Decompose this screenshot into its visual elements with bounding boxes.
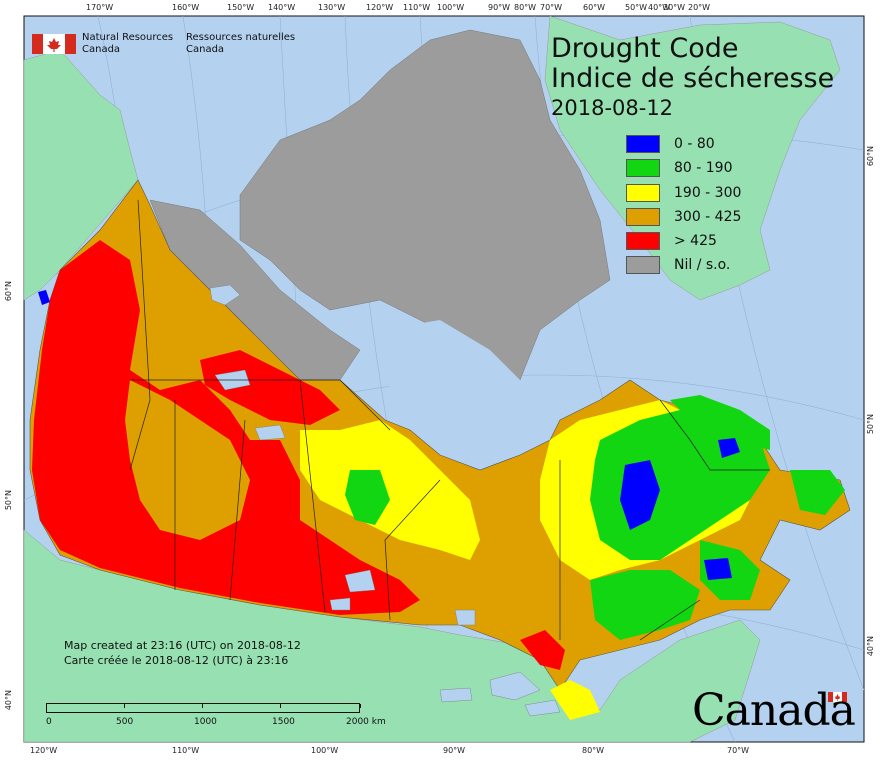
graticule-label: 90°W [443,746,466,755]
agency-french: Ressources naturelles Canada [186,32,295,56]
legend-swatch [626,135,660,153]
map-credit: Map created at 23:16 (UTC) on 2018-08-12… [64,638,301,668]
graticule-label: 40°N [4,690,13,711]
legend-label: 80 - 190 [674,160,733,177]
graticule-label: 100°W [311,746,339,755]
legend-label: 0 - 80 [674,136,715,152]
lakes [209,284,561,717]
graticule-label: 60°W [583,3,606,12]
legend-swatch [626,256,660,275]
credit-french: Carte créée le 2018-08-12 (UTC) à 23:16 [64,654,289,667]
scale-label: 1500 [272,717,295,727]
graticule-label: 70°W [727,746,750,755]
graticule-label: 90°W [488,3,511,12]
green-south-qc [590,570,700,640]
green-sk [345,470,390,525]
graticule-label: 40°W [648,3,671,12]
orange-interior-ab [125,380,250,540]
graticule-label: 50°N [4,490,13,511]
graticule-label: 140°W [268,3,296,12]
alaska-land [23,49,139,301]
scale-bar-outline [46,703,361,713]
map-date: 2018-08-12 [551,96,674,120]
credit-english: Map created at 23:16 (UTC) on 2018-08-12 [64,639,301,652]
province-borders [129,199,770,641]
graticule-label: 70°W [540,3,563,12]
graticule-label: 50°W [625,3,648,12]
agency-flag [32,34,76,54]
graticule-label: 50°N [866,414,875,435]
hudson-bay [380,320,540,470]
agency-english: Natural Resources Canada [82,32,173,56]
yellow-ontario [550,680,600,720]
graticule-label: 110°W [172,746,200,755]
agency-en-line1: Natural Resources [82,32,174,43]
graticule-label: 120°W [30,746,58,755]
scale-segment [47,704,125,708]
graticule-label: 170°W [86,3,114,12]
graticule-label: 100°W [437,3,465,12]
graticule-label: 120°W [366,3,394,12]
graticule-label: 130°W [318,3,346,12]
wordmark-flag [828,692,847,702]
scale-label: 500 [116,717,134,727]
map-title-french: Indice de sécheresse [551,63,835,94]
legend-swatch [626,183,660,202]
legend-label: 190 - 300 [674,184,742,201]
legend-swatch [626,207,660,226]
agency-fr-line1: Ressources naturelles [186,32,296,43]
yellow-prairie [300,420,480,560]
graticule-label: 80°W [582,746,605,755]
scale-label: 2000 km [346,717,386,727]
graticule-label: 30°W [663,3,686,12]
scale-segment [125,704,203,708]
graticule-label: 60°N [866,146,875,167]
legend-label: 300 - 425 [674,208,742,225]
blue-lab [718,438,740,458]
graticule-label: 40°N [866,636,875,657]
blue-nb [704,558,732,580]
red-ontario [520,630,565,670]
graticule-label: 110°W [403,3,431,12]
blue-quebec [620,460,660,530]
agency-en-line2: Canada [82,44,121,55]
scale-label: 0 [46,717,52,727]
legend-label: Nil / s.o. [674,257,731,274]
scale-segment [203,704,281,708]
graticule-label: 80°W [514,3,537,12]
graticule-label: 150°W [227,3,255,12]
scale-bar: 0 500 1000 1500 2000 km [46,703,386,733]
graticule-label: 160°W [172,3,200,12]
map-title-english: Drought Code [551,33,739,64]
map-title-block: Drought Code Indice de sécheresse 2018-0… [551,34,834,122]
greenland-land [544,15,841,301]
green-nf [790,470,845,515]
scale-segment [281,704,361,708]
red-west [32,240,420,615]
blue-west [38,290,50,305]
legend-swatch [626,159,660,178]
agency-fr-line2: Canada [186,44,225,55]
graticule-label: 20°W [688,3,711,12]
legend-swatch [626,232,660,251]
green-labrador [670,395,770,450]
legend-label: > 425 [674,233,717,250]
graticule-label: 60°N [4,281,13,302]
canada-wordmark: Canada [692,685,856,736]
arctic-nodata [239,29,611,381]
red-north [200,350,340,425]
scale-label: 1000 [194,717,217,727]
